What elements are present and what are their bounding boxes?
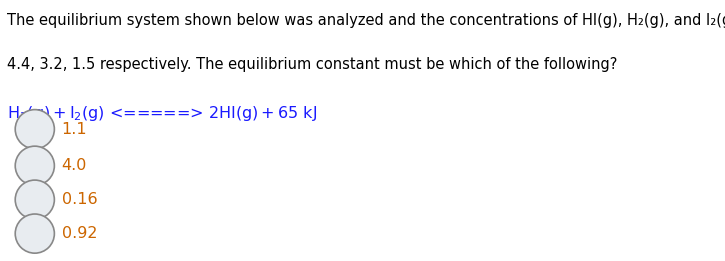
Ellipse shape bbox=[15, 180, 54, 219]
Ellipse shape bbox=[15, 214, 54, 253]
Text: $\mathregular{H_2(g) + I_2(g)}$ <=====> $\mathregular{2HI(g) + 65\ kJ}$: $\mathregular{H_2(g) + I_2(g)}$ <=====> … bbox=[7, 104, 318, 123]
Text: 4.0: 4.0 bbox=[62, 158, 87, 173]
Ellipse shape bbox=[15, 110, 54, 149]
Text: 4.4, 3.2, 1.5 respectively. The equilibrium constant must be which of the follow: 4.4, 3.2, 1.5 respectively. The equilibr… bbox=[7, 57, 618, 72]
Text: 1.1: 1.1 bbox=[62, 122, 87, 137]
Text: 0.16: 0.16 bbox=[62, 192, 97, 207]
Text: 0.92: 0.92 bbox=[62, 226, 97, 241]
Text: The equilibrium system shown below was analyzed and the concentrations of HI(g),: The equilibrium system shown below was a… bbox=[7, 13, 725, 28]
Ellipse shape bbox=[15, 146, 54, 185]
